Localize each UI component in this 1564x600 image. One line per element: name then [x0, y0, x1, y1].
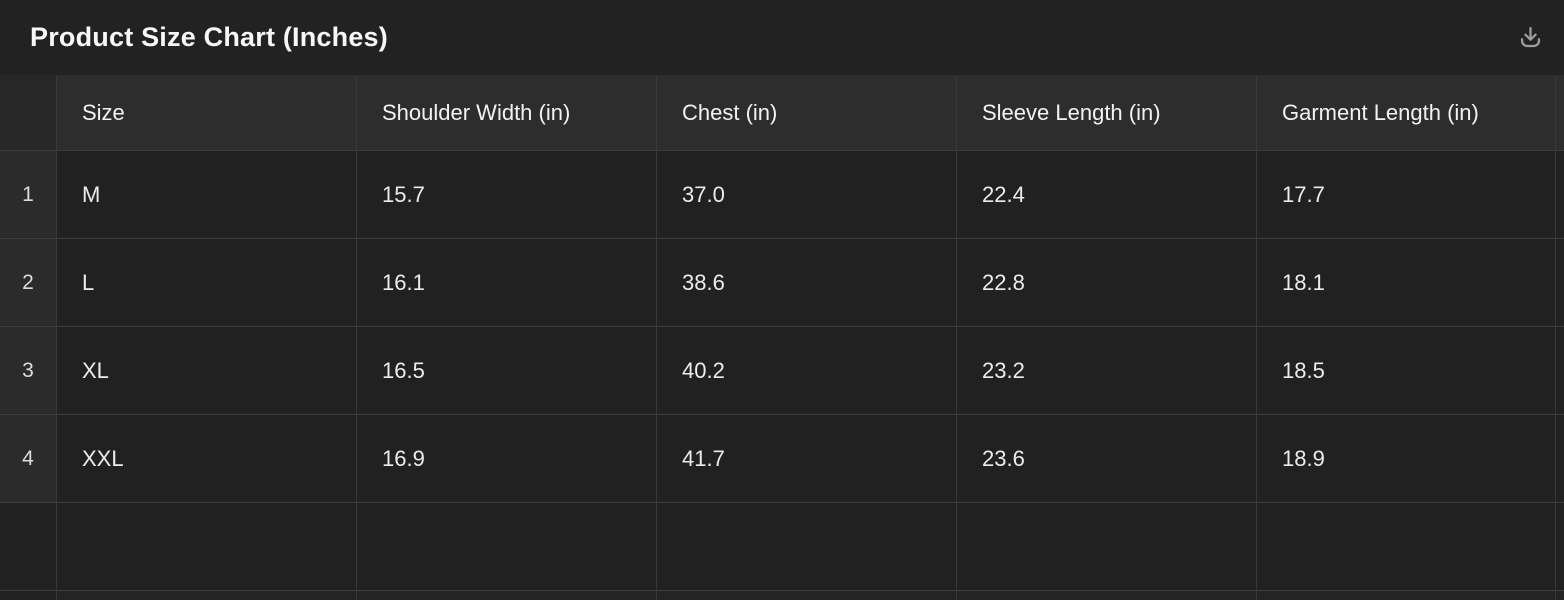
download-icon: [1517, 24, 1544, 51]
cell-r2-garment[interactable]: 18.1: [1257, 239, 1556, 327]
row-number-2[interactable]: 2: [0, 239, 57, 327]
row-number-4[interactable]: 4: [0, 415, 57, 503]
cell-empty-shoulder[interactable]: [357, 503, 657, 591]
cell-r4-cutoff: [1556, 415, 1564, 503]
row-partial-size: [57, 591, 357, 600]
cell-r4-chest[interactable]: 41.7: [657, 415, 957, 503]
cell-r1-chest[interactable]: 37.0: [657, 151, 957, 239]
cell-r4-shoulder[interactable]: 16.9: [357, 415, 657, 503]
row-partial-gutter: [0, 591, 57, 600]
cell-empty-garment[interactable]: [1257, 503, 1556, 591]
row-partial-shoulder: [357, 591, 657, 600]
cell-r4-sleeve[interactable]: 23.6: [957, 415, 1257, 503]
size-chart-table: Size Shoulder Width (in) Chest (in) Slee…: [0, 75, 1564, 600]
column-header-cutoff: [1556, 75, 1564, 151]
row-partial-chest: [657, 591, 957, 600]
download-button[interactable]: [1510, 18, 1550, 58]
row-number-1[interactable]: 1: [0, 151, 57, 239]
cell-r4-garment[interactable]: 18.9: [1257, 415, 1556, 503]
cell-empty-size[interactable]: [57, 503, 357, 591]
cell-empty-cutoff: [1556, 503, 1564, 591]
cell-r1-shoulder[interactable]: 15.7: [357, 151, 657, 239]
title-bar: Product Size Chart (Inches): [0, 0, 1564, 75]
column-header-garment-length[interactable]: Garment Length (in): [1257, 75, 1556, 151]
cell-r3-chest[interactable]: 40.2: [657, 327, 957, 415]
cell-r3-size[interactable]: XL: [57, 327, 357, 415]
cell-r1-sleeve[interactable]: 22.4: [957, 151, 1257, 239]
cell-r3-shoulder[interactable]: 16.5: [357, 327, 657, 415]
cell-r1-garment[interactable]: 17.7: [1257, 151, 1556, 239]
page-title: Product Size Chart (Inches): [30, 22, 388, 52]
select-all-corner[interactable]: [0, 75, 57, 151]
cell-r2-sleeve[interactable]: 22.8: [957, 239, 1257, 327]
cell-empty-sleeve[interactable]: [957, 503, 1257, 591]
row-number-empty[interactable]: [0, 503, 57, 591]
cell-r2-cutoff: [1556, 239, 1564, 327]
row-partial-garment: [1257, 591, 1556, 600]
column-header-sleeve-length[interactable]: Sleeve Length (in): [957, 75, 1257, 151]
column-header-chest[interactable]: Chest (in): [657, 75, 957, 151]
cell-r4-size[interactable]: XXL: [57, 415, 357, 503]
cell-empty-chest[interactable]: [657, 503, 957, 591]
cell-r3-garment[interactable]: 18.5: [1257, 327, 1556, 415]
column-header-size[interactable]: Size: [57, 75, 357, 151]
cell-r3-sleeve[interactable]: 23.2: [957, 327, 1257, 415]
cell-r1-size[interactable]: M: [57, 151, 357, 239]
row-number-3[interactable]: 3: [0, 327, 57, 415]
cell-r2-shoulder[interactable]: 16.1: [357, 239, 657, 327]
cell-r1-cutoff: [1556, 151, 1564, 239]
cell-r2-size[interactable]: L: [57, 239, 357, 327]
cell-r3-cutoff: [1556, 327, 1564, 415]
column-header-shoulder-width[interactable]: Shoulder Width (in): [357, 75, 657, 151]
cell-r2-chest[interactable]: 38.6: [657, 239, 957, 327]
row-partial-cutoff: [1556, 591, 1564, 600]
row-partial-sleeve: [957, 591, 1257, 600]
